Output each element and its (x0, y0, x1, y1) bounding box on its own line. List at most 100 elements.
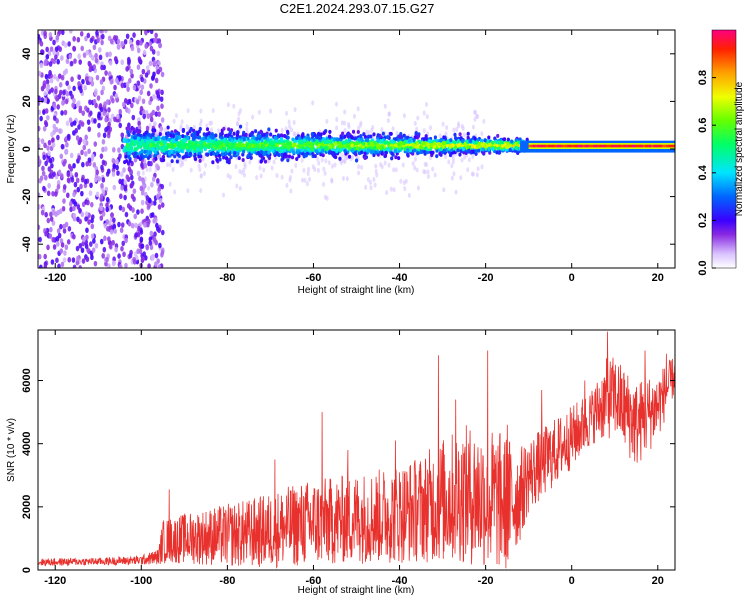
y-tick-label: 0 (21, 567, 33, 573)
heatmap-cell (303, 177, 307, 183)
heatmap-cell (215, 157, 219, 162)
heatmap-cell (99, 79, 104, 85)
heatmap-cell (140, 190, 145, 196)
heatmap-cell (65, 141, 69, 148)
heatmap-cell (494, 145, 498, 150)
heatmap-cell (487, 135, 491, 140)
heatmap-cell (269, 132, 273, 137)
heatmap-cell (49, 211, 53, 218)
heatmap-cell (197, 135, 202, 140)
heatmap-cell (259, 153, 263, 158)
heatmap-cell (259, 129, 263, 134)
heatmap-cell (294, 162, 298, 168)
heatmap-cell (444, 131, 448, 137)
heatmap-cell (160, 145, 164, 150)
heatmap-cell (319, 132, 323, 137)
heatmap-cell (282, 143, 286, 148)
heatmap-cell (97, 122, 101, 129)
colorbar-tick-label: 0.8 (697, 70, 709, 85)
heatmap-cell (228, 174, 232, 180)
heatmap-cell (311, 151, 315, 156)
heatmap-cell (196, 147, 200, 152)
heatmap-cell (77, 81, 81, 87)
heatmap-cell (115, 77, 119, 84)
heatmap-cell (414, 144, 418, 149)
heatmap-cell (127, 59, 131, 66)
heatmap-cell (205, 132, 209, 137)
x-tick-label: -80 (219, 575, 235, 587)
heatmap-cell (151, 132, 155, 137)
heatmap-cell (88, 190, 93, 196)
heatmap-cell (491, 147, 495, 152)
heatmap-cell (55, 257, 59, 264)
heatmap-cell (198, 167, 202, 173)
heatmap-cell (120, 222, 125, 228)
heatmap-cell (102, 110, 106, 117)
heatmap-cell (237, 116, 241, 122)
heatmap-cell (136, 170, 141, 177)
heatmap-cell (449, 138, 453, 143)
heatmap-cell (52, 244, 57, 250)
heatmap-cell (149, 142, 153, 147)
heatmap-cell (147, 203, 151, 209)
heatmap-cell (130, 193, 135, 200)
heatmap-cell (91, 153, 95, 160)
heatmap-cell (160, 103, 164, 109)
heatmap-cell (370, 127, 374, 133)
heatmap-cell (92, 64, 97, 70)
y-tick-label: 20 (21, 95, 33, 107)
heatmap-cell (325, 195, 329, 201)
heatmap-cell (180, 119, 184, 125)
heatmap-cell (38, 109, 42, 116)
heatmap-cell (44, 231, 48, 237)
heatmap-cell (142, 113, 147, 120)
heatmap-cell (355, 146, 360, 151)
heatmap-cell (97, 132, 101, 138)
heatmap-cell (139, 185, 144, 192)
heatmap-cell (366, 138, 370, 143)
heatmap-cell (101, 139, 106, 145)
heatmap-cell (193, 135, 198, 140)
heatmap-cell (107, 107, 111, 113)
heatmap-cell (518, 137, 522, 142)
heatmap-cell (80, 211, 85, 218)
heatmap-cell (408, 145, 413, 150)
heatmap-cell (401, 162, 405, 168)
heatmap-cell (171, 167, 175, 173)
heatmap-cell (334, 155, 338, 160)
heatmap-cell (114, 93, 119, 99)
heatmap-cell (263, 159, 268, 164)
heatmap-cell (386, 135, 390, 140)
heatmap-cell (90, 214, 95, 220)
heatmap-cell (369, 185, 373, 191)
heatmap-cell (136, 155, 140, 160)
heatmap-cell (149, 244, 154, 251)
heatmap-cell (104, 261, 108, 267)
heatmap-cell (407, 192, 411, 198)
heatmap-cell (148, 122, 152, 128)
heatmap-cell (138, 129, 142, 134)
heatmap-cell (415, 126, 419, 132)
heatmap-cell (151, 128, 155, 133)
heatmap-cell (43, 264, 48, 268)
heatmap-cell (154, 252, 159, 259)
heatmap-cell (44, 160, 48, 167)
heatmap-cell (391, 126, 395, 132)
heatmap-cell (101, 211, 106, 217)
heatmap-cell (456, 148, 460, 153)
heatmap-cell (148, 41, 153, 47)
heatmap-cell (48, 173, 52, 179)
heatmap-cell (147, 185, 151, 191)
heatmap-cell (487, 143, 491, 148)
heatmap-cell (65, 192, 70, 199)
heatmap-cell (112, 184, 117, 191)
heatmap-cell (322, 181, 326, 187)
heatmap-cell (243, 164, 247, 170)
heatmap-cell (45, 46, 49, 53)
heatmap-cell (462, 132, 466, 138)
heatmap-cell (158, 42, 162, 49)
heatmap-cell (466, 131, 470, 136)
heatmap-cell (275, 143, 280, 148)
heatmap-cell (344, 155, 348, 161)
heatmap-cell (381, 131, 385, 136)
